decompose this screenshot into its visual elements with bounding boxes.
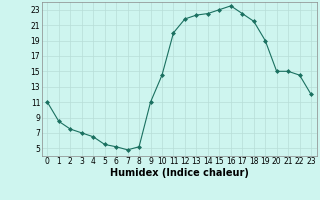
X-axis label: Humidex (Indice chaleur): Humidex (Indice chaleur) — [110, 168, 249, 178]
